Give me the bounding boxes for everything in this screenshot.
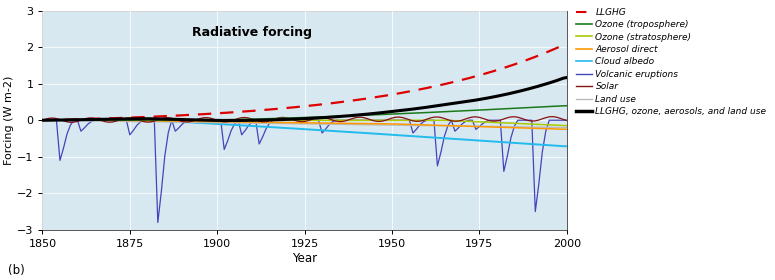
Y-axis label: Forcing (W m-2): Forcing (W m-2) — [4, 76, 14, 165]
X-axis label: Year: Year — [292, 252, 317, 265]
Text: (b): (b) — [8, 264, 25, 277]
Text: Radiative forcing: Radiative forcing — [192, 26, 312, 39]
Legend: LLGHG, Ozone (troposphere), Ozone (stratosphere), Aerosol direct, Cloud albedo, : LLGHG, Ozone (troposphere), Ozone (strat… — [572, 4, 770, 120]
